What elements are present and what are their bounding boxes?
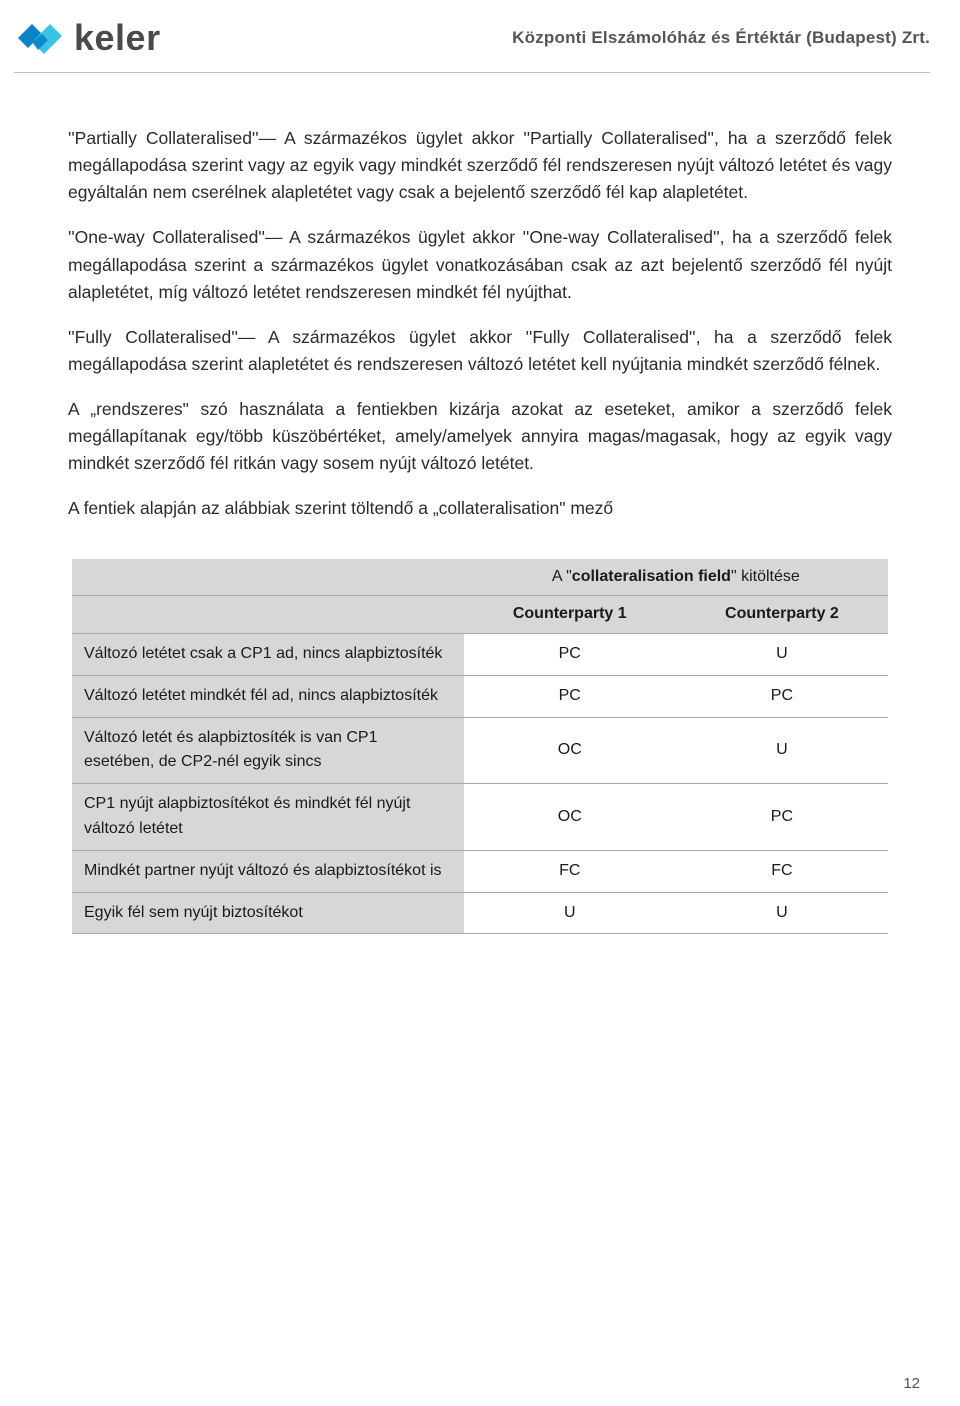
paragraph-fully: ''Fully Collateralised''— A származékos … [68, 324, 892, 378]
table-title: A "collateralisation field" kitöltése [464, 559, 888, 596]
paragraph-intro-table: A fentiek alapján az alábbiak szerint tö… [68, 495, 892, 522]
row-counterparty2-value: U [676, 892, 888, 934]
table-title-bold: collateralisation field [572, 568, 731, 585]
table-row: Változó letétet csak a CP1 ad, nincs ala… [72, 634, 888, 676]
row-counterparty1-value: PC [464, 675, 676, 717]
page-number: 12 [903, 1375, 920, 1392]
organization-name: Központi Elszámolóház és Értéktár (Budap… [512, 28, 930, 48]
keler-logo-icon [14, 14, 66, 62]
paragraph-oneway: ''One-way Collateralised''— A származéko… [68, 224, 892, 305]
logo: keler [14, 14, 161, 62]
table-header-spacer [72, 559, 464, 596]
table-subheader-spacer [72, 596, 464, 634]
row-counterparty2-value: U [676, 634, 888, 676]
logo-text: keler [74, 17, 161, 59]
row-counterparty1-value: OC [464, 784, 676, 851]
row-description: Mindkét partner nyújt változó és alapbiz… [72, 850, 464, 892]
row-description: Egyik fél sem nyújt biztosítékot [72, 892, 464, 934]
row-counterparty1-value: FC [464, 850, 676, 892]
paragraph-rendszeres: A „rendszeres" szó használata a fentiekb… [68, 396, 892, 477]
document-body: ''Partially Collateralised''— A származé… [0, 73, 960, 934]
table-row: Változó letét és alapbiztosíték is van C… [72, 717, 888, 784]
row-counterparty1-value: OC [464, 717, 676, 784]
collateralisation-table: A "collateralisation field" kitöltése Co… [72, 559, 888, 935]
table-col-counterparty1: Counterparty 1 [464, 596, 676, 634]
paragraph-partially: ''Partially Collateralised''— A származé… [68, 125, 892, 206]
row-counterparty2-value: U [676, 717, 888, 784]
table-row: CP1 nyújt alapbiztosítékot és mindkét fé… [72, 784, 888, 851]
row-counterparty1-value: U [464, 892, 676, 934]
row-description: CP1 nyújt alapbiztosítékot és mindkét fé… [72, 784, 464, 851]
row-description: Változó letétet csak a CP1 ad, nincs ala… [72, 634, 464, 676]
table-row: Egyik fél sem nyújt biztosítékotUU [72, 892, 888, 934]
row-description: Változó letét és alapbiztosíték is van C… [72, 717, 464, 784]
row-counterparty2-value: PC [676, 784, 888, 851]
row-counterparty2-value: FC [676, 850, 888, 892]
row-description: Változó letétet mindkét fél ad, nincs al… [72, 675, 464, 717]
row-counterparty1-value: PC [464, 634, 676, 676]
page-header: keler Központi Elszámolóház és Értéktár … [0, 0, 960, 68]
table-col-counterparty2: Counterparty 2 [676, 596, 888, 634]
row-counterparty2-value: PC [676, 675, 888, 717]
table-title-suffix: " kitöltése [731, 568, 800, 585]
table-row: Változó letétet mindkét fél ad, nincs al… [72, 675, 888, 717]
table-row: Mindkét partner nyújt változó és alapbiz… [72, 850, 888, 892]
table-title-prefix: A " [552, 568, 572, 585]
